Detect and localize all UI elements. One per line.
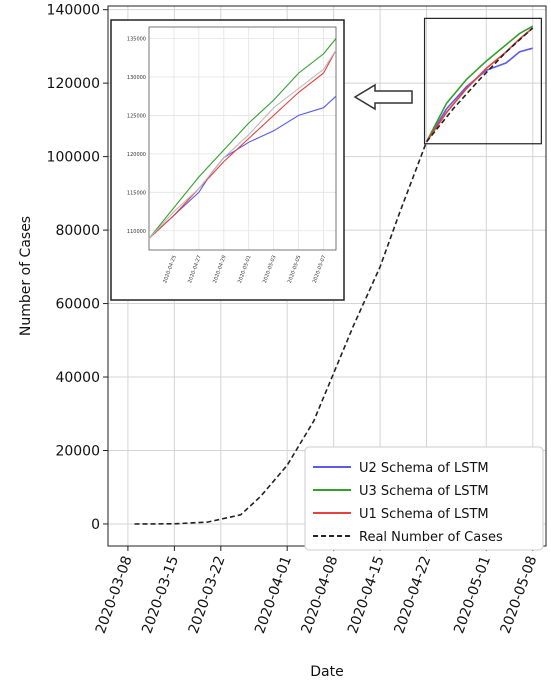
y-tick-label: 0 [91, 517, 100, 533]
y-axis-label: Number of Cases [18, 216, 34, 336]
y-tick-label: 20000 [55, 443, 100, 459]
inset-frame [110, 19, 345, 301]
inset-plot-frame [148, 26, 337, 251]
x-tick-label: 2020-03-15 [139, 554, 182, 636]
y-tick-labels: 0 20000 40000 60000 80000 100000 120000 140000 [47, 3, 108, 533]
inset-series-line [148, 49, 337, 239]
series-line [134, 27, 534, 525]
x-tick-label: 2020-04-22 [391, 554, 434, 636]
x-tick-label: 2020-04-15 [345, 554, 388, 636]
legend-label: U3 Schema of LSTM [359, 484, 489, 499]
x-tick-labels: 2020-03-08 2020-03-15 2020-03-22 2020-04-01… [93, 546, 541, 636]
arrow-icon [353, 83, 413, 111]
x-tick-label: 2020-04-08 [299, 554, 342, 636]
legend-label: U2 Schema of LSTM [359, 461, 489, 476]
legend-box [304, 446, 544, 551]
inset-series-line [148, 38, 337, 239]
y-tick-label: 100000 [47, 150, 100, 166]
y-tick-label: 120000 [47, 76, 100, 92]
y-tick-label: 140000 [47, 3, 100, 19]
x-tick-label: 2020-05-08 [498, 554, 541, 636]
series-line [425, 47, 533, 143]
x-tick-label: 2020-03-08 [93, 554, 136, 636]
inset-y-tick-label: 115000 [127, 190, 146, 196]
legend: U2 Schema of LSTM U3 Schema of LSTM U1 Sch… [304, 446, 544, 551]
inset-y-tick-label: 135000 [127, 37, 146, 43]
x-tick-label: 2020-05-01 [451, 554, 494, 636]
y-tick-label: 40000 [55, 370, 100, 386]
y-tick-label: 80000 [55, 223, 100, 239]
zoom-region-box [423, 17, 542, 145]
inset-y-tick-label: 110000 [127, 229, 146, 235]
legend-label: Real Number of Cases [359, 530, 503, 545]
inset-series-line [148, 49, 337, 239]
legend-label: U1 Schema of LSTM [359, 507, 489, 522]
x-tick-label: 2020-04-01 [252, 554, 295, 636]
series-layer [134, 25, 534, 525]
series-line [425, 27, 534, 143]
zoom-box [423, 17, 542, 145]
series-line [425, 25, 534, 143]
y-tick-label: 60000 [55, 297, 100, 313]
inset-y-tick-label: 120000 [127, 152, 146, 158]
x-tick-label: 2020-03-22 [186, 554, 229, 636]
inset-zoom-panel: 1100001150001200001250001300001350002020… [110, 19, 345, 301]
x-axis-label: Date [310, 664, 343, 680]
inset-y-tick-label: 130000 [127, 75, 146, 81]
inset-y-tick-label: 125000 [127, 113, 146, 119]
